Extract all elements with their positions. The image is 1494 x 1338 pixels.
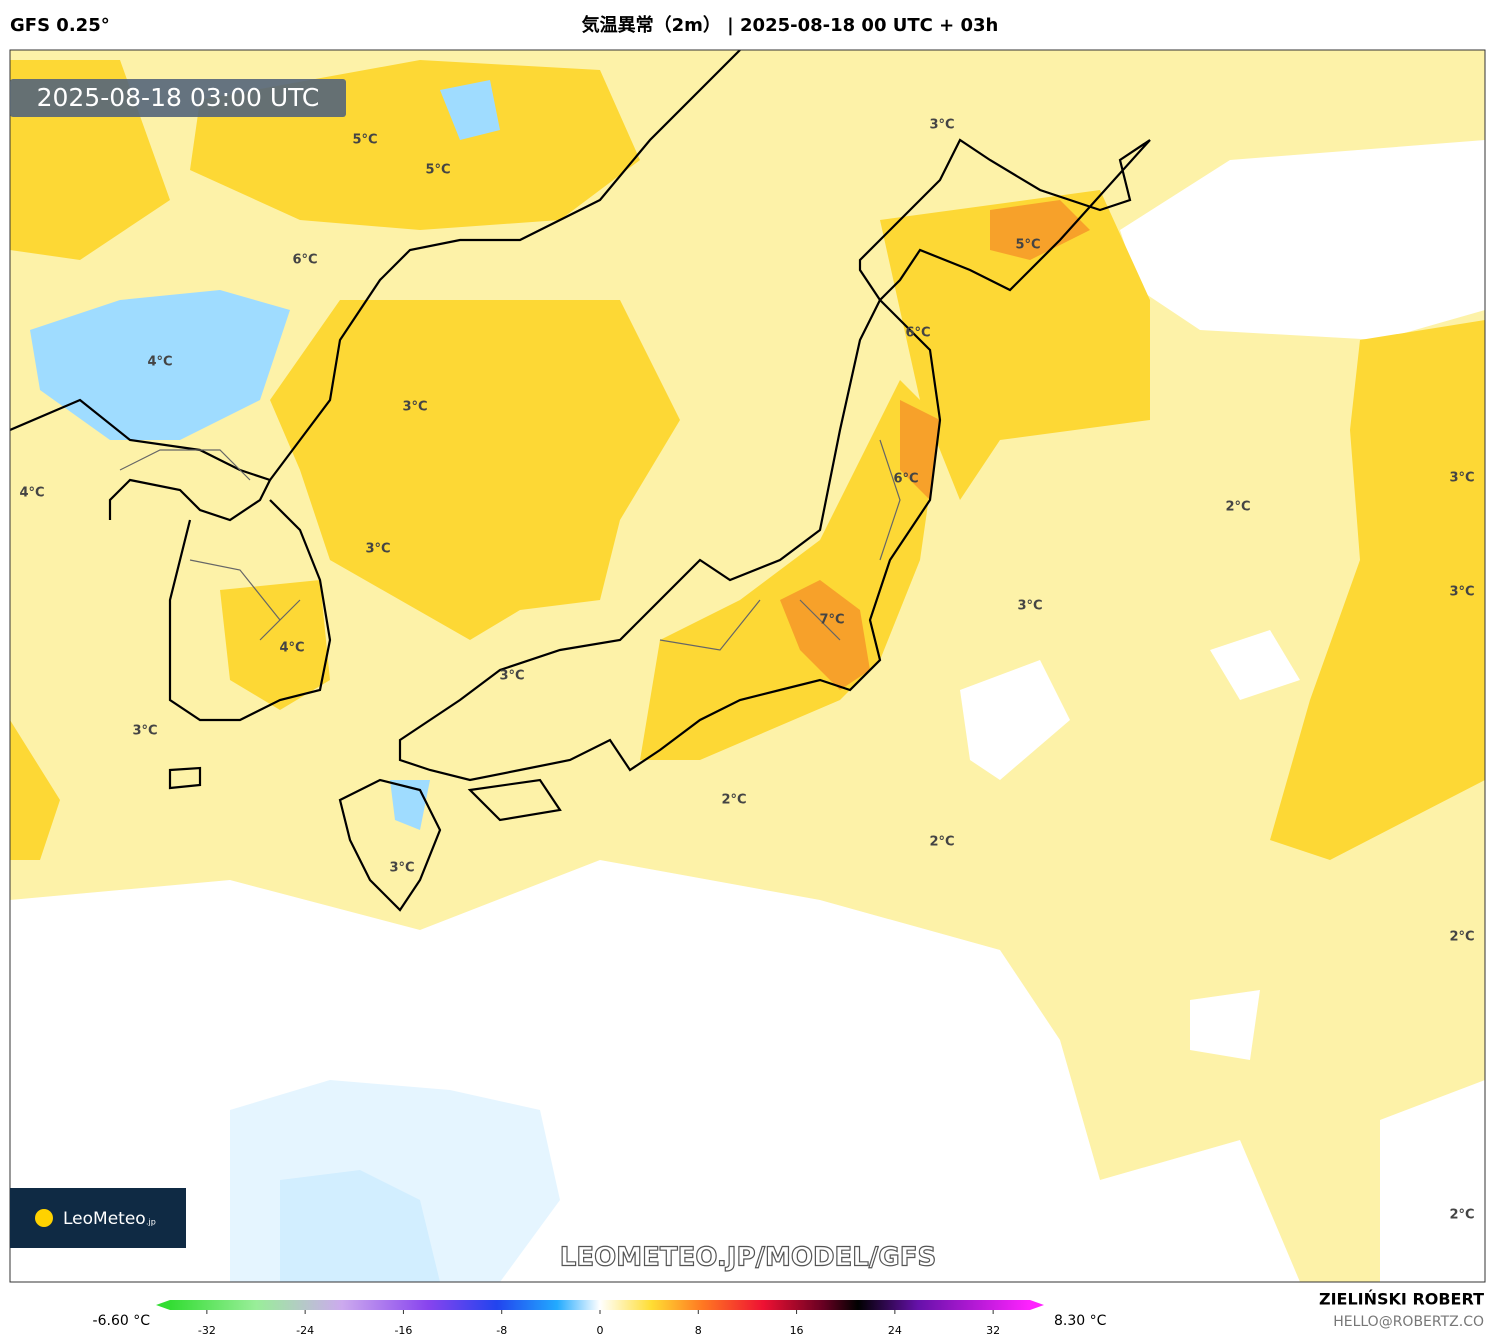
coastlines xyxy=(10,50,1151,912)
contour-label: 2°C xyxy=(1225,500,1250,515)
contour-label: 5°C xyxy=(425,163,450,178)
colorbar-tick-label: 32 xyxy=(986,1324,1000,1337)
contour-label: 4°C xyxy=(19,486,44,501)
colorbar-tick-label: -8 xyxy=(496,1324,507,1337)
contour-label: 2°C xyxy=(1449,930,1474,945)
model-name: GFS 0.25° xyxy=(10,15,110,36)
colorbar: -6.60 °C 8.30 °C -32 -24 -16 -8 0 8 16 24 32 xyxy=(93,1300,1107,1337)
contour-label: 3°C xyxy=(389,861,414,876)
contour-label: 6°C xyxy=(905,326,930,341)
contour-label: 3°C xyxy=(1449,585,1474,600)
colorbar-tick-label: 24 xyxy=(888,1324,902,1337)
colorbar-low-arrow xyxy=(156,1300,170,1310)
timestamp: 2025-08-18 03:00 UTC xyxy=(37,83,320,112)
hot-areas xyxy=(780,200,1090,690)
contour-label: 3°C xyxy=(929,118,954,133)
contour-label: 3°C xyxy=(1017,599,1042,614)
colorbar-high-arrow xyxy=(1030,1300,1044,1310)
credit-email: HELLO@ROBERTZ.CO xyxy=(1333,1314,1484,1330)
logo-name: LeoMeteo xyxy=(63,1209,146,1229)
map: 5°C 5°C 3°C 5°C 6°C 4°C 6°C 3°C 4°C 6°C 2°C 3°C 3°C 3… xyxy=(10,50,1485,1282)
colorbar-tick-label: -32 xyxy=(198,1324,216,1337)
map-title: 気温異常（2m） | 2025-08-18 00 UTC + 03h xyxy=(582,14,999,36)
contour-label: 2°C xyxy=(1449,1208,1474,1223)
contour-label: 6°C xyxy=(893,472,918,487)
contour-label: 4°C xyxy=(279,641,304,656)
contour-label: 5°C xyxy=(1015,238,1040,253)
colorbar-scale xyxy=(170,1300,1030,1310)
map-frame xyxy=(9,49,1486,1283)
timestamp-box xyxy=(10,79,346,117)
slight-cool-areas xyxy=(230,1080,560,1282)
contour-label: 3°C xyxy=(499,669,524,684)
logo-sun xyxy=(35,1209,53,1227)
contour-label: 3°C xyxy=(1449,471,1474,486)
colorbar-tick-label: 16 xyxy=(790,1324,804,1337)
contour-label: 5°C xyxy=(352,133,377,148)
borders xyxy=(119,439,901,651)
contour-label: 2°C xyxy=(721,793,746,808)
credit-author: ZIELIŃSKI ROBERT xyxy=(1319,1290,1484,1309)
colorbar-tick-label: -16 xyxy=(394,1324,412,1337)
colorbar-min-label: -6.60 °C xyxy=(93,1313,151,1329)
colorbar-max-label: 8.30 °C xyxy=(1054,1313,1107,1329)
colorbar-tick-label: 0 xyxy=(597,1324,604,1337)
contour-label: 3°C xyxy=(402,400,427,415)
contour-label: 3°C xyxy=(132,724,157,739)
contour-label: 2°C xyxy=(929,835,954,850)
contour-labels: 5°C 5°C 3°C 5°C 6°C 4°C 6°C 3°C 4°C 6°C 2°C 3°C 3°C 3… xyxy=(19,118,1474,1223)
contour-label: 6°C xyxy=(292,253,317,268)
contour-label: 4°C xyxy=(147,355,172,370)
watermark: LEOMETEO.JP/MODEL/GFS xyxy=(560,1243,936,1273)
contour-label: 7°C xyxy=(819,613,844,628)
logo-suffix: .jp xyxy=(146,1218,156,1227)
contour-label: 3°C xyxy=(365,542,390,557)
colorbar-tick-label: 8 xyxy=(695,1324,702,1337)
colorbar-tick-label: -24 xyxy=(296,1324,314,1337)
